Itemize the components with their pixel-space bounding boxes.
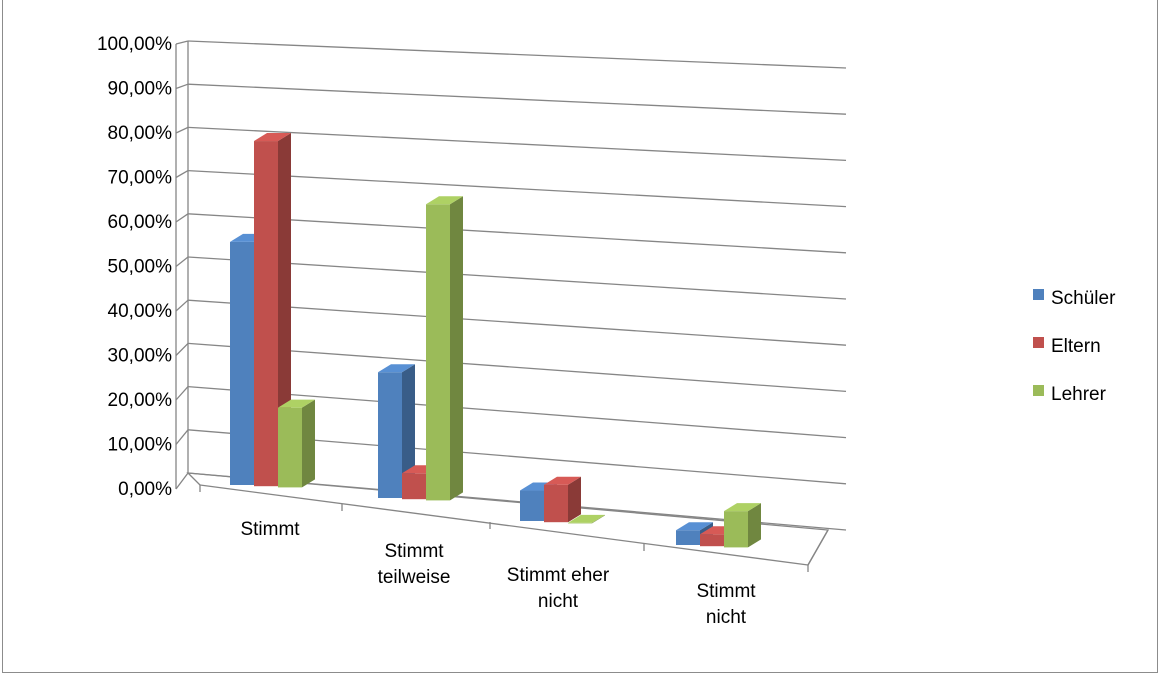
bar-side [592, 514, 605, 524]
x-category-label: Stimmt [384, 541, 444, 562]
bars [230, 133, 761, 548]
gridline-side [175, 256, 189, 268]
legend-label: Schüler [1051, 288, 1116, 309]
y-tick-label: 0,00% [118, 479, 172, 500]
gridline-side [175, 170, 189, 179]
y-tick-label: 80,00% [108, 123, 173, 144]
bar-front [544, 484, 568, 523]
y-tick-label: 20,00% [108, 390, 173, 411]
bar-side [568, 476, 581, 523]
x-axis-line [199, 484, 809, 566]
bar-front [426, 204, 450, 501]
gridline-side [175, 83, 189, 90]
gridline [187, 385, 847, 439]
gridline-side [175, 472, 189, 490]
bar-front [676, 530, 700, 545]
bar-front [402, 473, 426, 500]
legend-swatch [1033, 385, 1044, 396]
bar-side [402, 364, 415, 498]
bar-top [676, 522, 713, 531]
gridline-side [175, 386, 189, 401]
x-category-label: Stimmt eher [507, 565, 610, 586]
bar-top [544, 476, 581, 485]
bar-front [568, 522, 592, 524]
bar [568, 514, 605, 524]
y-tick-label: 30,00% [108, 346, 173, 367]
gridline [187, 299, 847, 346]
legend-swatch [1033, 289, 1044, 300]
y-tick-label: 10,00% [108, 435, 173, 456]
y-axis: 0,00% 10,00% 20,00% 30,00% 40,00% 50,00% 60,00… [97, 34, 189, 500]
bar-front [378, 372, 402, 498]
y-tick-label: 50,00% [108, 257, 173, 278]
bar-side [278, 133, 291, 487]
bar-top [254, 133, 291, 142]
legend-swatch [1033, 337, 1044, 348]
bar-side [748, 503, 761, 548]
gridline-side [175, 299, 189, 312]
gridlines [175, 40, 847, 531]
bar-top [568, 514, 605, 523]
x-category-label: teilweise [378, 567, 451, 588]
gridline [187, 256, 847, 300]
gridline-side [175, 342, 189, 356]
gridline-side [175, 213, 189, 223]
gridline-side [175, 429, 189, 445]
bar-front [700, 534, 724, 547]
gridline-side [175, 40, 189, 45]
chart-floor [186, 472, 830, 566]
bar [254, 133, 291, 487]
bar-front [254, 141, 278, 487]
x-category-label: nicht [706, 607, 747, 628]
gridline [187, 342, 847, 393]
x-category-label: Stimmt [240, 519, 300, 540]
x-axis: Stimmt Stimmt teilweise Stimmt eher nicht Sti… [199, 485, 809, 628]
y-tick-label: 100,00% [97, 34, 172, 55]
y-tick-label: 90,00% [108, 79, 173, 100]
bar-front [520, 490, 544, 521]
bar [426, 196, 463, 501]
bar-front [230, 241, 254, 485]
bar-side [302, 399, 315, 488]
legend-label: Lehrer [1051, 384, 1107, 405]
y-tick-label: 70,00% [108, 168, 173, 189]
gridline-side [175, 126, 189, 134]
bar-top [378, 364, 415, 373]
bar [378, 364, 415, 498]
bar-top [426, 196, 463, 205]
bar-front [724, 511, 748, 548]
gridline [187, 83, 847, 115]
gridline [187, 126, 847, 162]
bar [278, 399, 315, 488]
x-category-label: nicht [538, 591, 579, 612]
legend: Schüler Eltern Lehrer [1033, 288, 1116, 405]
legend-label: Eltern [1051, 336, 1101, 357]
floor-edge [807, 529, 829, 566]
bar [724, 503, 761, 548]
gridline [187, 40, 847, 69]
y-tick-label: 60,00% [108, 212, 173, 233]
bar-side [450, 196, 463, 501]
bar-top [724, 503, 761, 512]
gridline [187, 169, 847, 208]
x-category-label: Stimmt [696, 581, 756, 602]
bar-top [278, 399, 315, 408]
gridline [187, 213, 847, 254]
bar-front [278, 407, 302, 488]
y-tick-label: 40,00% [108, 301, 173, 322]
bar [544, 476, 581, 523]
